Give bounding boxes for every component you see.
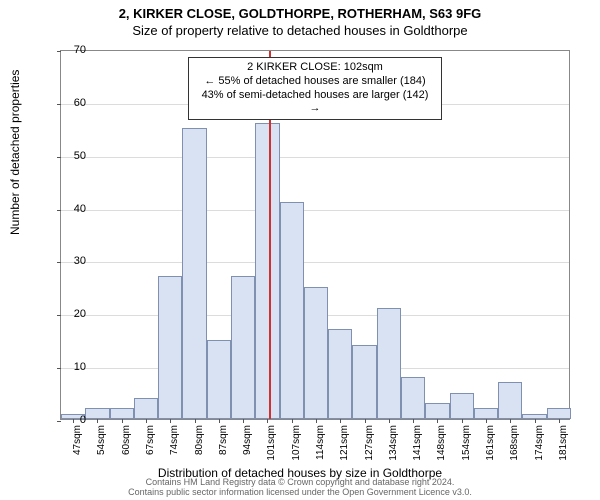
annotation-line2: ← 55% of detached houses are smaller (18… (195, 75, 435, 89)
x-tick-label: 107sqm (291, 425, 302, 475)
x-tick-label: 121sqm (339, 425, 350, 475)
y-tick-label: 50 (62, 150, 86, 162)
x-tick-mark (365, 419, 366, 423)
histogram-bar (352, 345, 376, 419)
title-block: 2, KIRKER CLOSE, GOLDTHORPE, ROTHERHAM, … (0, 0, 600, 38)
histogram-bar (280, 202, 304, 419)
x-tick-label: 54sqm (96, 425, 107, 475)
x-tick-mark (267, 419, 268, 423)
histogram-bar (450, 393, 474, 419)
chart-container: 2, KIRKER CLOSE, GOLDTHORPE, ROTHERHAM, … (0, 0, 600, 500)
x-tick-mark (486, 419, 487, 423)
grid-line (61, 262, 569, 263)
histogram-bar (134, 398, 158, 419)
y-tick-label: 40 (62, 203, 86, 215)
x-tick-label: 141sqm (412, 425, 423, 475)
histogram-bar (328, 329, 352, 419)
y-axis-label: Number of detached properties (8, 70, 22, 235)
x-tick-mark (195, 419, 196, 423)
y-tick-mark (57, 104, 61, 105)
annotation-line3: 43% of semi-detached houses are larger (… (195, 89, 435, 117)
histogram-bar (425, 403, 449, 419)
histogram-bar (304, 287, 328, 419)
x-tick-label: 161sqm (485, 425, 496, 475)
x-tick-mark (389, 419, 390, 423)
x-tick-mark (219, 419, 220, 423)
x-tick-mark (122, 419, 123, 423)
x-tick-label: 148sqm (436, 425, 447, 475)
histogram-bar (158, 276, 182, 419)
x-tick-label: 101sqm (266, 425, 277, 475)
y-tick-mark (57, 210, 61, 211)
x-tick-label: 154sqm (461, 425, 472, 475)
x-tick-label: 134sqm (388, 425, 399, 475)
histogram-bar (474, 408, 498, 419)
x-tick-label: 94sqm (242, 425, 253, 475)
plot-area: 2 KIRKER CLOSE: 102sqm ← 55% of detached… (60, 50, 570, 420)
y-tick-label: 10 (62, 361, 86, 373)
x-tick-label: 127sqm (364, 425, 375, 475)
x-tick-mark (146, 419, 147, 423)
x-tick-mark (462, 419, 463, 423)
x-tick-mark (535, 419, 536, 423)
histogram-bar (207, 340, 231, 419)
histogram-bar (182, 128, 206, 419)
y-tick-label: 30 (62, 255, 86, 267)
y-tick-label: 60 (62, 97, 86, 109)
x-tick-label: 74sqm (169, 425, 180, 475)
x-tick-label: 181sqm (558, 425, 569, 475)
x-tick-label: 67sqm (145, 425, 156, 475)
histogram-bar (231, 276, 255, 419)
y-tick-mark (57, 421, 61, 422)
x-tick-label: 60sqm (121, 425, 132, 475)
x-tick-mark (170, 419, 171, 423)
grid-line (61, 157, 569, 158)
annotation-line1: 2 KIRKER CLOSE: 102sqm (195, 61, 435, 75)
x-tick-mark (243, 419, 244, 423)
title-subtitle: Size of property relative to detached ho… (0, 23, 600, 38)
annotation-box: 2 KIRKER CLOSE: 102sqm ← 55% of detached… (188, 57, 442, 120)
y-tick-mark (57, 262, 61, 263)
histogram-bar (255, 123, 279, 419)
histogram-bar (85, 408, 109, 419)
y-tick-mark (57, 315, 61, 316)
y-tick-label: 20 (62, 308, 86, 320)
x-tick-mark (340, 419, 341, 423)
x-tick-mark (437, 419, 438, 423)
footer: Contains HM Land Registry data © Crown c… (0, 478, 600, 498)
y-tick-mark (57, 368, 61, 369)
x-tick-label: 174sqm (534, 425, 545, 475)
histogram-bar (110, 408, 134, 419)
histogram-bar (498, 382, 522, 419)
x-tick-label: 168sqm (509, 425, 520, 475)
x-tick-label: 114sqm (315, 425, 326, 475)
x-tick-mark (292, 419, 293, 423)
x-tick-mark (559, 419, 560, 423)
x-tick-mark (413, 419, 414, 423)
x-tick-label: 80sqm (194, 425, 205, 475)
y-tick-mark (57, 51, 61, 52)
histogram-bar (401, 377, 425, 419)
x-tick-label: 47sqm (72, 425, 83, 475)
y-tick-label: 70 (62, 44, 86, 56)
footer-line2: Contains public sector information licen… (0, 488, 600, 498)
title-address: 2, KIRKER CLOSE, GOLDTHORPE, ROTHERHAM, … (0, 6, 600, 21)
x-tick-label: 87sqm (218, 425, 229, 475)
y-tick-mark (57, 157, 61, 158)
x-tick-mark (97, 419, 98, 423)
grid-line (61, 210, 569, 211)
x-tick-mark (316, 419, 317, 423)
histogram-bar (547, 408, 571, 419)
histogram-bar (377, 308, 401, 419)
x-tick-mark (510, 419, 511, 423)
